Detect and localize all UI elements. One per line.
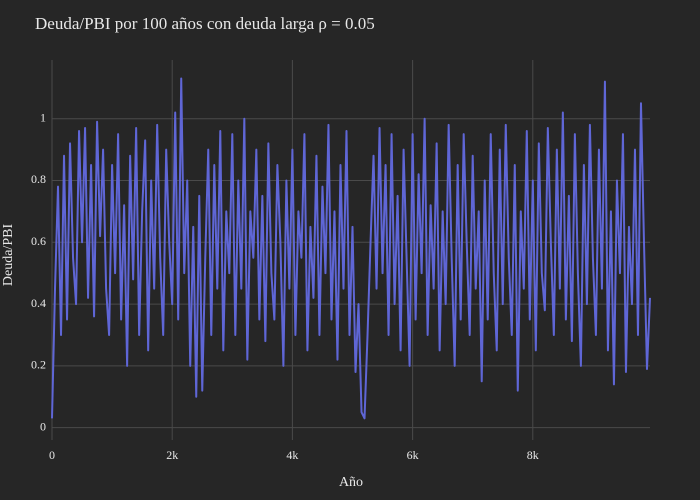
chart-title: Deuda/PBI por 100 años con deuda larga ρ… bbox=[35, 14, 375, 33]
data-line bbox=[51, 77, 651, 420]
x-tick-label: 8k bbox=[527, 448, 539, 462]
y-tick-label: 0.6 bbox=[31, 234, 46, 248]
x-tick-label: 0 bbox=[49, 448, 55, 462]
y-tick-label: 1 bbox=[40, 110, 46, 124]
x-tick-label: 2k bbox=[166, 448, 178, 462]
y-tick-label: 0 bbox=[40, 419, 46, 433]
x-axis-label: Año bbox=[339, 475, 363, 490]
x-tick-label: 6k bbox=[407, 448, 419, 462]
y-axis-label: Deuda/PBI bbox=[1, 224, 16, 287]
y-tick-label: 0.4 bbox=[31, 296, 46, 310]
x-tick-label: 4k bbox=[286, 448, 298, 462]
y-tick-label: 0.2 bbox=[31, 358, 46, 372]
y-tick-label: 0.8 bbox=[31, 172, 46, 186]
